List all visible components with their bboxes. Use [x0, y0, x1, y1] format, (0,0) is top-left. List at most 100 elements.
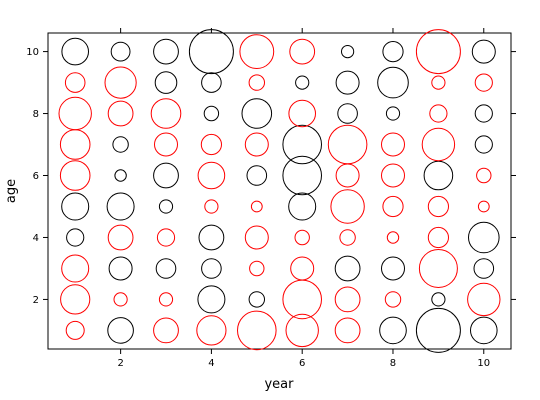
bubble-year-10-age-9 — [474, 73, 493, 92]
bubble-year-5-age-9 — [248, 74, 265, 91]
bubble-year-5-age-2 — [248, 291, 265, 308]
bubble-year-2-age-4 — [107, 224, 134, 251]
bubble-year-3-age-5 — [158, 199, 174, 214]
bubble-year-4-age-10 — [188, 29, 234, 75]
bubble-year-2-age-5 — [106, 192, 135, 221]
bubble-year-9-age-4 — [427, 226, 449, 249]
bubble-year-4-age-2 — [197, 285, 226, 314]
bubble-year-4-age-5 — [204, 199, 219, 214]
bubble-year-8-age-10 — [382, 41, 404, 63]
bubble-year-10-age-4 — [468, 221, 500, 254]
bubble-year-7-age-5 — [330, 189, 365, 224]
bubble-year-1-age-8 — [58, 96, 92, 131]
y-tick-label-8: 8 — [33, 109, 39, 120]
bubble-year-1-age-10 — [61, 37, 89, 66]
bubble-year-4-age-4 — [198, 224, 225, 251]
bubble-year-1-age-7 — [59, 129, 91, 160]
bubble-year-3-age-7 — [154, 132, 178, 157]
bubble-year-7-age-6 — [335, 163, 360, 188]
bubble-year-4-age-9 — [201, 72, 222, 93]
bubble-year-3-age-6 — [153, 162, 179, 189]
y-axis: 2 4 6 8 10 — [26, 47, 516, 306]
bubble-year-10-age-8 — [474, 104, 493, 123]
bubble-year-6-age-7 — [282, 124, 323, 165]
bubble-year-8-age-9 — [377, 66, 409, 99]
bubble-year-2-age-6 — [114, 169, 127, 182]
bubble-year-1-age-4 — [66, 228, 85, 247]
x-tick-label-8: 8 — [390, 358, 396, 369]
y-tick-label-10: 10 — [26, 47, 39, 58]
bubble-year-6-age-8 — [288, 99, 317, 128]
bubble-year-8-age-6 — [381, 163, 405, 188]
bubble-year-3-age-1 — [153, 317, 179, 344]
bubble-year-1-age-6 — [59, 160, 91, 191]
bubble-year-7-age-1 — [334, 317, 361, 344]
bubble-year-10-age-10 — [471, 39, 496, 64]
bubble-year-4-age-6 — [197, 161, 226, 190]
bubble-year-2-age-9 — [104, 66, 137, 99]
bubble-year-5-age-3 — [249, 260, 265, 277]
x-tick-label-6: 6 — [299, 358, 305, 369]
bubble-year-5-age-1 — [236, 310, 277, 351]
bubble-year-1-age-9 — [64, 72, 86, 93]
bubble-year-8-age-3 — [381, 256, 405, 281]
bubble-year-8-age-5 — [382, 195, 404, 218]
x-tick-label-2: 2 — [117, 358, 123, 369]
bubble-year-8-age-2 — [384, 291, 402, 308]
bubble-year-7-age-10 — [341, 45, 355, 59]
bubble-year-8-age-7 — [381, 132, 405, 157]
bubble-year-4-age-1 — [196, 315, 227, 346]
bubble-year-2-age-1 — [107, 317, 134, 344]
y-tick-label-2: 2 — [33, 295, 39, 306]
bubble-year-6-age-4 — [294, 229, 310, 246]
bubble-year-4-age-3 — [201, 258, 222, 279]
bubble-year-6-age-2 — [282, 279, 323, 320]
bubble-year-3-age-3 — [155, 258, 177, 279]
bubble-year-10-age-7 — [474, 135, 493, 154]
bubble-year-7-age-3 — [334, 255, 361, 282]
bubble-year-5-age-4 — [244, 225, 269, 250]
bubble-year-6-age-3 — [290, 256, 315, 281]
bubble-year-9-age-8 — [429, 104, 448, 123]
bubble-year-5-age-10 — [239, 34, 275, 69]
x-axis: 2 4 6 8 10 — [117, 28, 490, 369]
bubble-year-4-age-8 — [203, 105, 220, 122]
bubble-year-9-age-5 — [427, 195, 449, 218]
bubble-year-10-age-1 — [470, 316, 498, 345]
bubble-year-6-age-1 — [285, 313, 319, 348]
y-axis-title: age — [4, 179, 19, 203]
bubble-year-7-age-4 — [339, 229, 356, 246]
bubble-year-3-age-8 — [150, 98, 182, 129]
bubble-year-3-age-4 — [156, 228, 176, 247]
plot-frame — [47, 32, 512, 350]
bubble-year-7-age-7 — [327, 124, 368, 165]
bubble-year-5-age-8 — [241, 98, 273, 129]
x-tick-label-4: 4 — [208, 358, 214, 369]
bubble-year-2-age-2 — [113, 292, 128, 307]
y-tick-label-6: 6 — [33, 171, 39, 182]
bubble-year-8-age-8 — [385, 106, 401, 121]
bubble-year-1-age-2 — [60, 284, 91, 315]
bubble-year-5-age-5 — [250, 200, 263, 213]
bubble-year-3-age-9 — [154, 71, 178, 94]
bubble-year-6-age-6 — [282, 155, 323, 196]
bubble-year-8-age-1 — [379, 316, 407, 345]
bubbles-layer — [58, 29, 501, 353]
bubble-year-8-age-4 — [386, 231, 400, 244]
bubble-year-2-age-8 — [107, 100, 134, 127]
bubble-year-6-age-5 — [288, 192, 317, 221]
x-axis-title: year — [264, 377, 294, 392]
bubble-year-9-age-7 — [421, 127, 456, 162]
bubble-year-3-age-10 — [153, 38, 179, 65]
bubble-year-2-age-3 — [108, 256, 133, 281]
bubble-year-1-age-3 — [61, 254, 90, 283]
bubble-year-1-age-1 — [65, 320, 85, 340]
bubble-year-1-age-5 — [61, 192, 90, 221]
bubble-year-3-age-2 — [158, 292, 174, 307]
bubble-year-9-age-10 — [415, 29, 461, 75]
bubble-year-9-age-3 — [418, 249, 458, 288]
bubble-year-10-age-3 — [473, 258, 495, 279]
bubble-year-9-age-2 — [431, 292, 446, 307]
bubble-year-6-age-9 — [295, 75, 310, 90]
